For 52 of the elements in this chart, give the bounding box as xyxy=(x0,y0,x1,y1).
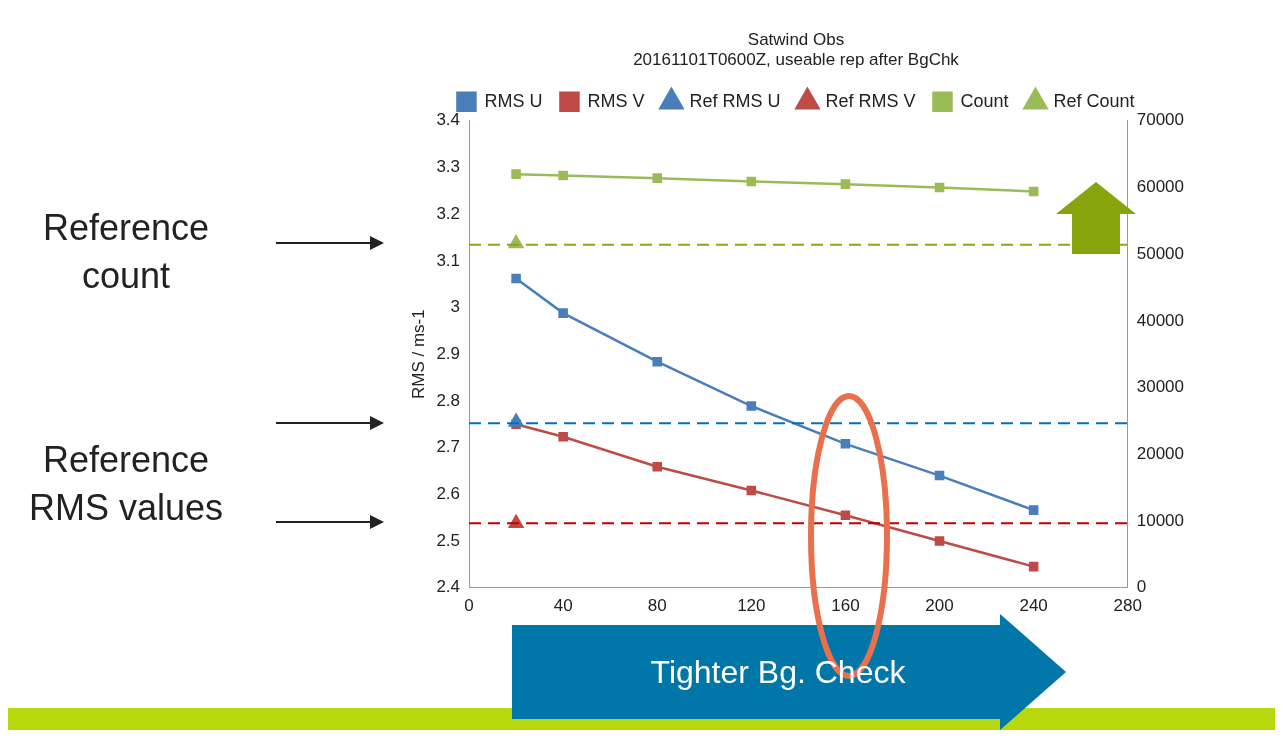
y2-tick-label: 40000 xyxy=(1136,310,1185,330)
x-tick-label: 120 xyxy=(737,596,766,616)
point xyxy=(746,401,757,411)
y-tick-label: 3.2 xyxy=(436,203,461,223)
x-tick-label: 80 xyxy=(647,596,667,616)
y-tick-label: 3 xyxy=(450,297,461,317)
legend-label: Ref Count xyxy=(1053,90,1135,111)
y2-tick-label: 20000 xyxy=(1136,443,1185,463)
point xyxy=(840,510,851,521)
y-tick-label: 2.9 xyxy=(436,343,461,363)
y2-tick-label: 70000 xyxy=(1136,110,1185,130)
y-tick-label: 2.7 xyxy=(436,437,461,457)
x-tick-label: 280 xyxy=(1113,596,1142,616)
point xyxy=(840,439,851,449)
y2-tick-label: 50000 xyxy=(1136,243,1185,263)
y-tick-label: 3.1 xyxy=(436,250,461,270)
point xyxy=(746,485,757,496)
point xyxy=(934,536,945,546)
x-tick-label: 200 xyxy=(925,596,954,616)
y-tick-label: 2.5 xyxy=(436,530,461,550)
y2-tick-label: 60000 xyxy=(1136,177,1185,197)
point xyxy=(511,273,521,284)
y-tick-label: 2.4 xyxy=(436,577,461,597)
text: Reference RMS values xyxy=(27,438,225,530)
legend-label: Ref RMS U xyxy=(689,90,781,111)
y-axis-title: RMS / ms-1 xyxy=(408,309,428,400)
y2-tick-label: 10000 xyxy=(1136,510,1185,530)
point xyxy=(558,432,568,442)
chart-subtitle: 20161101T0600Z, useable rep after BgChk xyxy=(633,50,960,70)
x-tick-label: 40 xyxy=(553,596,573,616)
point xyxy=(934,470,945,481)
legend-label: RMS U xyxy=(484,90,543,111)
point xyxy=(1028,561,1039,572)
point xyxy=(1028,505,1039,515)
x-tick-label: 160 xyxy=(831,596,860,616)
y-tick-label: 3.4 xyxy=(436,110,461,130)
point xyxy=(558,308,568,318)
point xyxy=(652,356,663,367)
chart-title: Satwind Obs xyxy=(747,29,845,49)
point xyxy=(652,461,663,472)
legend-label: Ref RMS V xyxy=(825,90,916,111)
text: Reference count xyxy=(41,206,211,298)
y-tick-label: 2.6 xyxy=(436,483,461,503)
legend-label: Count xyxy=(960,90,1009,111)
y2-tick-label: 30000 xyxy=(1136,377,1185,397)
y2-tick-label: 0 xyxy=(1136,577,1147,597)
y-tick-label: 3.3 xyxy=(436,157,461,177)
x-tick-label: 240 xyxy=(1019,596,1048,616)
legend-label: RMS V xyxy=(587,90,645,111)
text: Tighter Bg. Check xyxy=(649,653,907,692)
x-tick-label: 0 xyxy=(464,596,474,616)
y-tick-label: 2.8 xyxy=(436,390,461,410)
